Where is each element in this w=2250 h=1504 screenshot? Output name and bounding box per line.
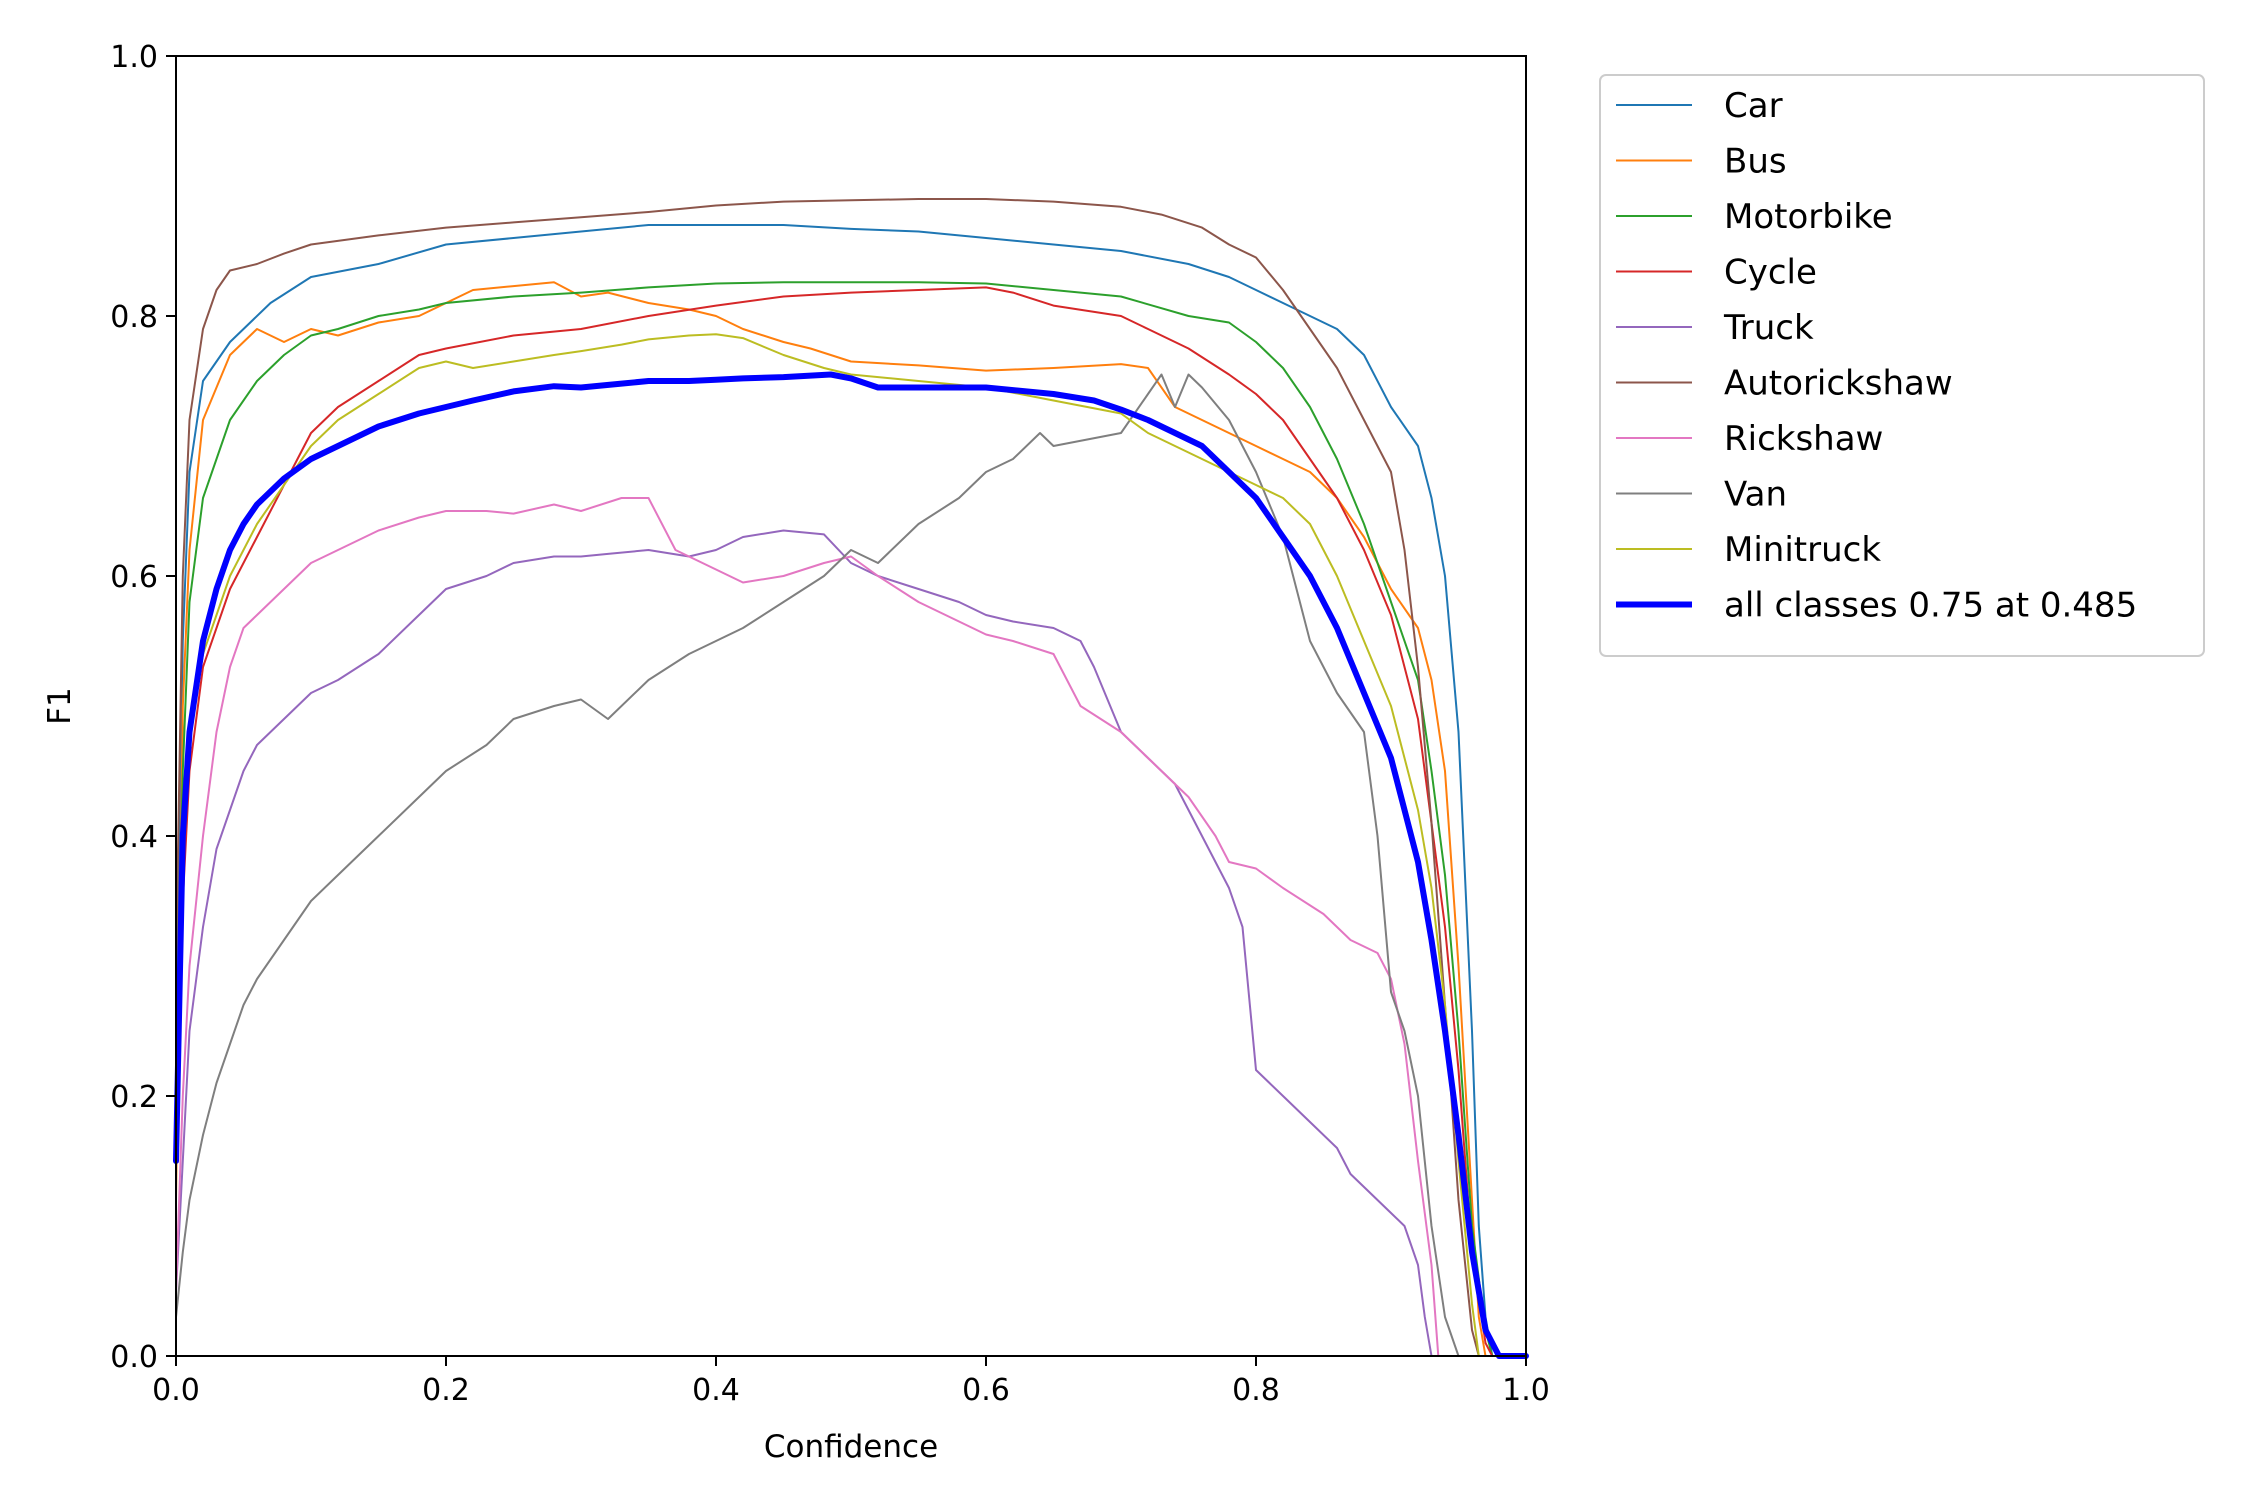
series-line-autorickshaw bbox=[175, 198, 1527, 1357]
series-line-car bbox=[175, 224, 1527, 1357]
y-tick-label: 0.8 bbox=[110, 300, 158, 335]
legend-label-van: Van bbox=[1724, 475, 1787, 515]
series-line-van bbox=[175, 373, 1527, 1357]
x-axis-label: Confidence bbox=[764, 1429, 938, 1465]
x-tick-label: 0.0 bbox=[152, 1373, 200, 1408]
x-tick-label: 0.6 bbox=[962, 1373, 1010, 1408]
y-tick-label: 0.2 bbox=[110, 1080, 158, 1115]
x-tick-label: 0.8 bbox=[1232, 1373, 1280, 1408]
legend-label-minitruck: Minitruck bbox=[1724, 530, 1881, 570]
legend-label-all-classes-0-75-at-0-485: all classes 0.75 at 0.485 bbox=[1724, 586, 2137, 626]
series-line-all-classes-0-75-at-0-485 bbox=[173, 371, 1529, 1359]
legend-label-truck: Truck bbox=[1723, 308, 1814, 348]
x-tick-label: 1.0 bbox=[1502, 1373, 1550, 1408]
series-line-minitruck bbox=[175, 333, 1527, 1357]
y-axis-label: F1 bbox=[42, 687, 78, 725]
legend-box bbox=[1599, 74, 2205, 657]
x-tick-label: 0.2 bbox=[422, 1373, 470, 1408]
axis-ticks: 0.0 0.2 0.4 0.6 0.8 1.0 0.0 0.2 0.4 0.6 0.8 1.0 bbox=[110, 40, 1550, 1408]
series-line-motorbike bbox=[175, 281, 1527, 1357]
legend-label-bus: Bus bbox=[1724, 142, 1787, 182]
y-tick-label: 0.0 bbox=[110, 1340, 158, 1375]
plot-frame bbox=[175, 55, 1527, 1357]
legend-label-rickshaw: Rickshaw bbox=[1724, 419, 1883, 459]
series-line-truck bbox=[175, 529, 1433, 1357]
legend-label-motorbike: Motorbike bbox=[1724, 197, 1893, 237]
y-tick-label: 1.0 bbox=[110, 40, 158, 75]
series-lines bbox=[173, 198, 1529, 1359]
x-tick-label: 0.4 bbox=[692, 1373, 740, 1408]
y-tick-label: 0.4 bbox=[110, 820, 158, 855]
legend-label-cycle: Cycle bbox=[1724, 253, 1817, 293]
series-line-rickshaw bbox=[175, 497, 1440, 1357]
series-line-cycle bbox=[175, 286, 1527, 1357]
legend-label-car: Car bbox=[1724, 86, 1783, 126]
legend: Car Bus Motorbike Cycle Truck Autorickshaw Ric… bbox=[1599, 74, 2205, 657]
y-tick-label: 0.6 bbox=[110, 560, 158, 595]
legend-label-autorickshaw: Autorickshaw bbox=[1724, 364, 1953, 404]
